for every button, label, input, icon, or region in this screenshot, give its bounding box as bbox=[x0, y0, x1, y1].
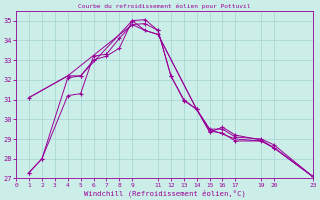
X-axis label: Windchill (Refroidissement éolien,°C): Windchill (Refroidissement éolien,°C) bbox=[84, 189, 245, 197]
Title: Courbe du refroidissement éolien pour Pottuvil: Courbe du refroidissement éolien pour Po… bbox=[78, 3, 251, 9]
